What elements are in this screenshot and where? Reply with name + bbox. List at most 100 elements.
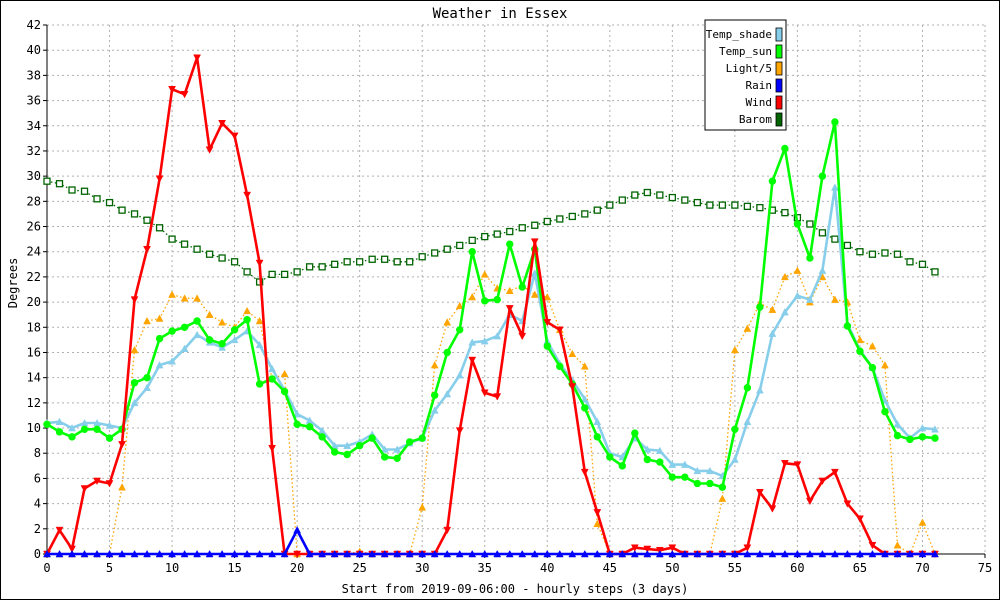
data-point-rain <box>230 549 239 558</box>
data-point-light-5 <box>831 295 839 303</box>
data-point-barom <box>468 236 476 245</box>
data-point-barom <box>806 220 814 228</box>
data-point-barom <box>105 198 114 207</box>
data-point-rain <box>755 549 764 558</box>
data-point-barom <box>280 270 289 279</box>
data-point-rain <box>330 549 339 558</box>
data-point-temp-shade <box>818 266 827 274</box>
x-tick-label: 10 <box>165 561 179 575</box>
data-point-temp-sun <box>631 429 639 437</box>
data-point-barom <box>543 217 551 226</box>
data-point-wind <box>493 393 502 401</box>
data-point-temp-sun <box>818 172 827 180</box>
data-point-rain <box>630 549 639 558</box>
data-point-wind <box>68 545 76 553</box>
data-point-barom <box>406 258 414 266</box>
data-point-rain <box>80 549 89 558</box>
data-point-light-5 <box>118 483 126 491</box>
data-point-barom <box>93 195 101 203</box>
data-point-barom <box>718 201 727 209</box>
data-point-temp-sun <box>718 483 727 491</box>
data-point-barom <box>893 250 902 258</box>
y-tick-label: 0 <box>34 547 41 561</box>
series-rain <box>43 526 939 558</box>
y-tick-label: 36 <box>27 94 41 108</box>
data-point-temp-shade <box>430 406 439 414</box>
data-point-rain <box>680 549 689 558</box>
data-point-barom <box>756 203 764 212</box>
data-point-temp-shade <box>180 344 189 352</box>
data-point-wind <box>143 245 151 254</box>
data-point-temp-sun <box>43 420 51 428</box>
data-point-rain <box>593 549 602 558</box>
data-point-temp-sun <box>668 473 677 481</box>
data-point-barom <box>681 196 689 204</box>
data-point-wind <box>255 259 264 268</box>
data-point-wind <box>205 146 214 154</box>
y-tick-label: 14 <box>27 371 41 385</box>
data-point-temp-shade <box>643 445 652 453</box>
data-point-temp-sun <box>906 435 914 444</box>
data-point-rain <box>393 549 402 558</box>
data-point-rain <box>255 549 264 558</box>
data-point-wind <box>55 526 64 535</box>
data-point-temp-sun <box>180 323 189 331</box>
data-point-wind <box>668 544 677 552</box>
data-point-rain <box>605 549 614 558</box>
data-point-wind <box>230 132 239 140</box>
data-point-wind <box>805 497 814 506</box>
data-point-temp-sun <box>793 220 802 228</box>
series-barom <box>43 177 939 286</box>
data-point-barom <box>443 245 451 253</box>
y-tick-label: 16 <box>27 345 41 359</box>
legend-label-barom: Barom <box>739 113 772 126</box>
data-point-temp-shade <box>130 398 139 407</box>
data-point-barom <box>431 249 439 257</box>
data-point-rain <box>868 549 877 558</box>
data-point-barom <box>593 206 601 214</box>
data-point-rain <box>530 549 539 558</box>
data-point-wind <box>243 191 252 200</box>
x-tick-label: 0 <box>43 561 50 575</box>
data-point-temp-sun <box>318 433 326 441</box>
data-point-temp-sun <box>543 342 551 350</box>
data-point-temp-shade <box>593 417 602 425</box>
data-point-barom <box>556 215 564 223</box>
y-tick-label: 20 <box>27 295 41 309</box>
data-point-light-5 <box>893 541 902 549</box>
grid-layer <box>47 24 986 554</box>
data-point-barom <box>868 250 877 258</box>
data-point-light-5 <box>130 345 139 354</box>
data-point-barom <box>55 180 64 188</box>
data-point-wind <box>530 238 539 246</box>
y-tick-label: 34 <box>27 119 41 133</box>
data-point-barom <box>130 210 139 218</box>
x-tick-label: 65 <box>853 561 867 575</box>
data-point-barom <box>818 229 827 237</box>
x-tick-label: 45 <box>603 561 617 575</box>
data-point-light-5 <box>280 369 289 378</box>
data-point-temp-shade <box>680 460 689 468</box>
data-point-temp-shade <box>255 340 264 349</box>
data-point-barom <box>331 260 339 268</box>
data-point-light-5 <box>881 361 889 369</box>
x-axis-label: Start from 2019-09-06:00 - hourly steps … <box>342 582 689 596</box>
data-point-wind <box>480 389 489 397</box>
data-point-rain <box>368 549 377 558</box>
data-point-wind <box>818 477 827 485</box>
legend-label-light-5: Light/5 <box>726 62 772 75</box>
data-point-light-5 <box>193 294 201 302</box>
data-point-wind <box>268 444 277 453</box>
data-point-rain <box>155 549 164 558</box>
data-point-rain <box>918 549 927 558</box>
data-point-barom <box>155 224 164 232</box>
data-point-temp-sun <box>243 316 251 324</box>
data-point-temp-shade <box>105 421 114 429</box>
data-point-temp-sun <box>418 434 426 442</box>
data-point-light-5 <box>530 290 539 298</box>
data-point-temp-sun <box>593 433 601 441</box>
data-point-light-5 <box>430 361 439 369</box>
data-point-temp-sun <box>756 303 764 311</box>
data-point-barom <box>218 254 226 262</box>
data-point-rain <box>343 549 352 558</box>
